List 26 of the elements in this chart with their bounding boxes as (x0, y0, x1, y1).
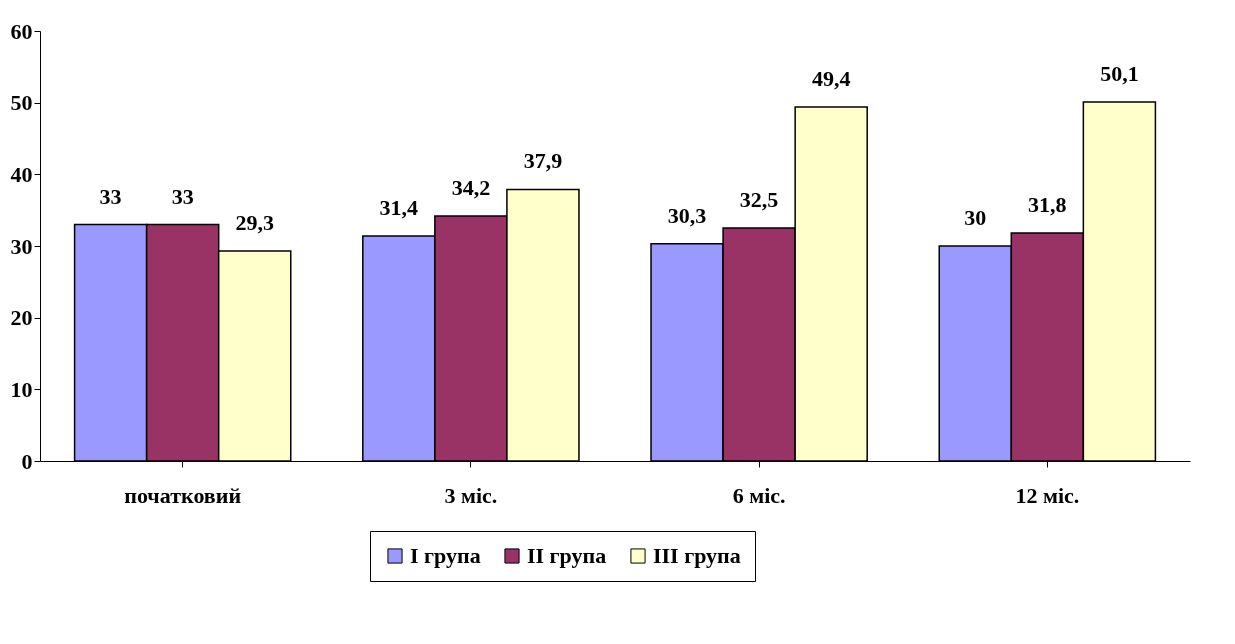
data-label: 29,3 (235, 210, 274, 236)
data-label: 31,4 (379, 194, 419, 220)
x-tick-label: початковий (124, 482, 242, 508)
x-tick-label: 12 міс. (1015, 482, 1080, 508)
data-label: 30,3 (667, 202, 707, 228)
y-tick-label: 10 (10, 376, 33, 402)
y-tick-label: 30 (10, 233, 33, 259)
y-tick-label: 60 (10, 18, 33, 44)
y-tick-label: 50 (10, 90, 33, 116)
data-label: 31,8 (1028, 192, 1067, 218)
data-label: 50,1 (1100, 60, 1139, 86)
y-tick-label: 0 (21, 448, 33, 474)
data-label: 30 (964, 205, 987, 230)
y-tick-label: 40 (10, 161, 33, 187)
data-label: 32,5 (739, 187, 779, 213)
data-label: 33 (99, 183, 122, 209)
y-tick-label: 20 (10, 305, 33, 331)
legend-label: III група (653, 543, 741, 568)
x-tick-label: 6 міс. (732, 482, 786, 508)
data-label: 49,4 (811, 65, 851, 91)
x-tick-label: 3 міс. (444, 482, 498, 508)
data-label: 33 (171, 183, 194, 209)
legend-label: II група (527, 543, 607, 568)
legend-label: I група (410, 543, 481, 568)
data-label: 34,2 (451, 174, 491, 200)
data-label: 37,9 (523, 148, 563, 174)
